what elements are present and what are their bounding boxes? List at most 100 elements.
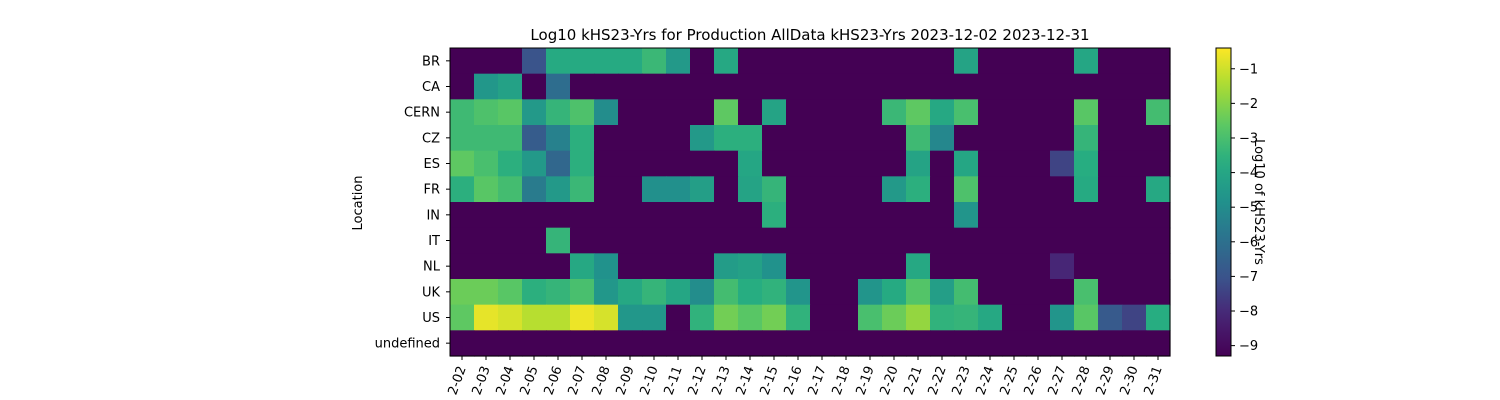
heatmap-cell xyxy=(498,99,523,126)
heatmap-cell xyxy=(858,176,883,203)
x-tick-label: 2-14 xyxy=(734,364,758,397)
heatmap-cell xyxy=(810,150,835,177)
heatmap-cell xyxy=(1074,176,1099,203)
heatmap-cell xyxy=(498,73,523,100)
heatmap-cell xyxy=(450,253,475,280)
heatmap-cell xyxy=(954,253,979,280)
heatmap-cell xyxy=(1002,304,1027,331)
y-tick-label: IT xyxy=(428,234,440,249)
heatmap-cell xyxy=(714,176,739,203)
x-tick-label: 2-28 xyxy=(1070,364,1094,397)
chart-title: Log10 kHS23-Yrs for Production AllData k… xyxy=(530,26,1089,44)
heatmap-cell xyxy=(762,253,787,280)
heatmap-cell xyxy=(858,279,883,306)
heatmap-cell xyxy=(498,176,523,203)
heatmap-cell xyxy=(786,48,811,75)
heatmap-cell xyxy=(1026,253,1051,280)
heatmap-cell xyxy=(786,253,811,280)
heatmap-cell xyxy=(450,330,475,357)
heatmap-cell xyxy=(1050,253,1075,280)
heatmap-cell xyxy=(690,150,715,177)
heatmap-cell xyxy=(786,73,811,100)
heatmap-cell xyxy=(522,202,547,229)
heatmap-cell xyxy=(690,330,715,357)
heatmap-cell xyxy=(642,73,667,100)
heatmap-cell xyxy=(642,227,667,254)
heatmap-cell xyxy=(906,176,931,203)
heatmap-cell xyxy=(642,304,667,331)
heatmap-cell xyxy=(498,48,523,75)
heatmap-cell xyxy=(1026,279,1051,306)
colorbar-tick-label: −4 xyxy=(1239,166,1258,181)
x-tick-label: 2-12 xyxy=(686,364,710,397)
heatmap-cell xyxy=(882,48,907,75)
heatmap-cell xyxy=(690,253,715,280)
heatmap-cell xyxy=(666,253,691,280)
heatmap-cell xyxy=(738,227,763,254)
x-tick-label: 2-10 xyxy=(638,364,662,397)
heatmap-cell xyxy=(1002,125,1027,152)
heatmap-cell xyxy=(954,150,979,177)
heatmap-cell xyxy=(834,99,859,126)
heatmap-cell xyxy=(474,125,499,152)
colorbar-tick-labels: −1 −2 −3 −4 −5 −6 −7 −8 −9 xyxy=(1231,62,1258,354)
heatmap-cell xyxy=(882,73,907,100)
heatmap-cell xyxy=(570,48,595,75)
colorbar-tick-label: −1 xyxy=(1239,62,1258,77)
heatmap-cell xyxy=(906,99,931,126)
heatmap-cell xyxy=(594,227,619,254)
heatmap-cell xyxy=(786,330,811,357)
heatmap-cell xyxy=(834,330,859,357)
heatmap-cell xyxy=(954,73,979,100)
heatmap-cell xyxy=(954,176,979,203)
colorbar-tick-label: −2 xyxy=(1239,97,1258,112)
heatmap-cell xyxy=(618,202,643,229)
heatmap-cell xyxy=(690,125,715,152)
x-tick-label: 2-16 xyxy=(782,364,806,397)
heatmap-cell xyxy=(978,330,1003,357)
heatmap-cell xyxy=(834,73,859,100)
heatmap-cell xyxy=(474,253,499,280)
heatmap-cell xyxy=(666,202,691,229)
heatmap-cell xyxy=(1074,150,1099,177)
heatmap-cell xyxy=(1146,304,1171,331)
heatmap-cell xyxy=(1002,73,1027,100)
heatmap-cell xyxy=(834,202,859,229)
heatmap-cell xyxy=(1026,150,1051,177)
heatmap-cell xyxy=(1098,202,1123,229)
heatmap-cell xyxy=(714,253,739,280)
heatmap-cell xyxy=(738,279,763,306)
heatmap-cell xyxy=(570,176,595,203)
heatmap-cell xyxy=(810,330,835,357)
heatmap-cell xyxy=(690,279,715,306)
heatmap-cell xyxy=(834,253,859,280)
heatmap-cell xyxy=(1146,48,1171,75)
x-tick-label: 2-18 xyxy=(830,364,854,397)
heatmap-cell xyxy=(1122,227,1147,254)
heatmap-cell xyxy=(594,176,619,203)
heatmap-cell xyxy=(1074,330,1099,357)
x-tick-label: 2-17 xyxy=(806,364,830,397)
heatmap-cell xyxy=(618,150,643,177)
heatmap-cell xyxy=(738,304,763,331)
heatmap-cell xyxy=(642,279,667,306)
heatmap-cell xyxy=(882,125,907,152)
heatmap-cell xyxy=(690,73,715,100)
heatmap-cell xyxy=(978,48,1003,75)
heatmap-cell xyxy=(714,99,739,126)
heatmap-cell xyxy=(978,125,1003,152)
heatmap-cell xyxy=(978,202,1003,229)
heatmap-cell xyxy=(1146,202,1171,229)
heatmap-cell xyxy=(810,48,835,75)
colorbar-tick-label: −7 xyxy=(1239,270,1258,285)
heatmap-cell xyxy=(474,48,499,75)
heatmap-cell xyxy=(762,73,787,100)
heatmap-cell xyxy=(546,150,571,177)
heatmap-cell xyxy=(1074,99,1099,126)
heatmap-cell xyxy=(1122,125,1147,152)
heatmap-cell xyxy=(450,279,475,306)
heatmap-cell xyxy=(1122,176,1147,203)
heatmap-cell xyxy=(906,150,931,177)
heatmap-cell xyxy=(546,99,571,126)
